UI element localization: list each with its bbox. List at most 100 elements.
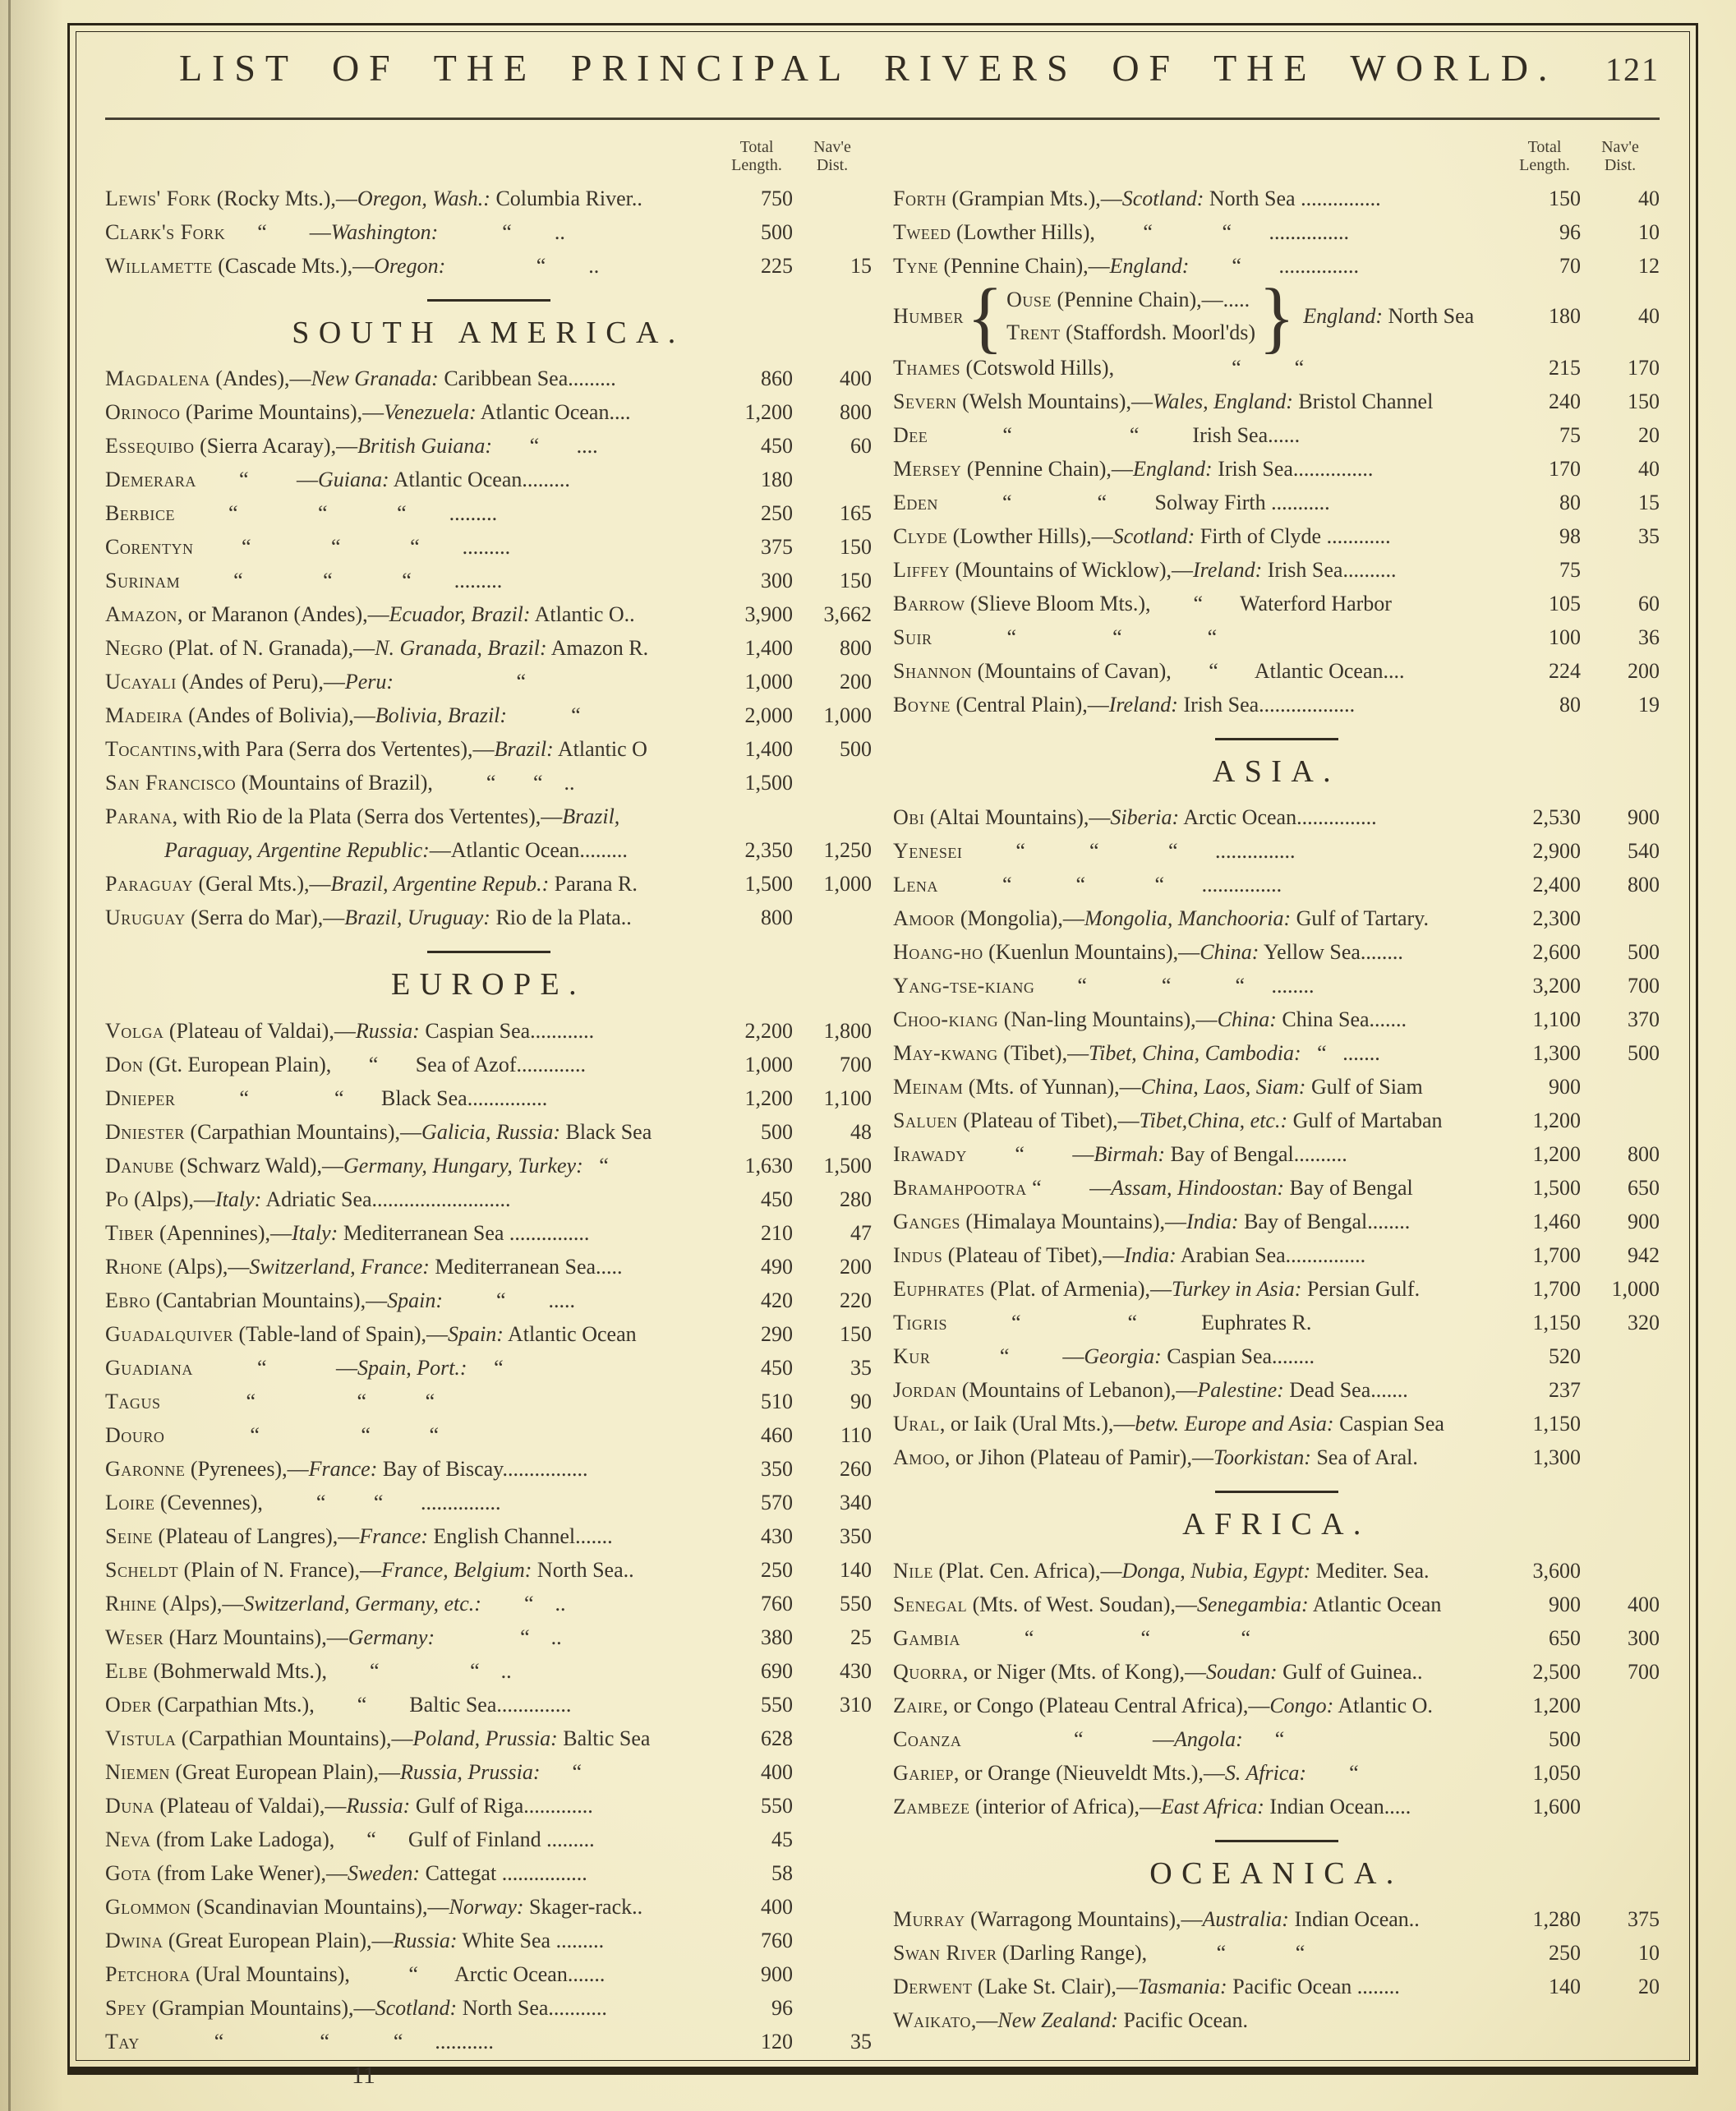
total-length-value: 2,900 — [1532, 839, 1582, 864]
total-length-value: 140 — [1549, 1975, 1581, 1999]
river-name: Jordan — [893, 1378, 957, 1403]
nav-dist-header: Nav'e Dist. — [813, 138, 851, 175]
table-row: Elbe (Bohmerwald Mts.), “ “ .. 690 430 — [105, 1654, 872, 1688]
row-text: “ “ “ — [932, 625, 1223, 649]
nav-dist-value: 150 — [840, 535, 872, 560]
right-column: Total Length. Nav'e Dist. Forth (Grampia… — [893, 138, 1660, 2090]
river-name: Spey — [105, 1995, 147, 2020]
nav-dist-value: 35 — [850, 2029, 872, 2053]
river-name: Vistula — [105, 1726, 177, 1750]
table-row: Loire (Cevennes), “ “ ............... 570… — [105, 1486, 872, 1519]
row-text: (Plat. Cen. Africa),—Donga, Nubia, Egypt… — [932, 1558, 1430, 1583]
row-text: (Carpathian Mountains),—Galicia, Russia:… — [184, 1119, 652, 1144]
row-text: , or Niger (Mts. of Kong),—Soudan: Gulf … — [962, 1659, 1423, 1684]
row-text: “ “ Black Sea............... — [175, 1085, 548, 1110]
river-name: Humber — [893, 304, 964, 329]
river-name: Barrow — [893, 591, 965, 615]
row-text: “ “ “ ......... — [180, 569, 503, 593]
river-name: Swan River — [893, 1941, 997, 1966]
total-length-value: 1,200 — [744, 400, 794, 425]
left-column: Total Length. Nav'e Dist. Lewis' Fork (R… — [105, 138, 872, 2090]
row-text: (Andes of Peru),—Peru: “ — [176, 670, 532, 694]
river-name: Parana — [105, 804, 173, 829]
table-row: Rhone (Alps),—Switzerland, France: Medit… — [105, 1250, 872, 1284]
river-name: Willamette — [105, 253, 213, 278]
nav-dist-value: 200 — [1628, 658, 1660, 683]
row-text: (Mts. of Yunnan),—China, Laos, Siam: Gul… — [963, 1075, 1423, 1099]
nav-dist-value: 1,250 — [823, 838, 873, 863]
river-name: Zaire — [893, 1693, 943, 1717]
total-length-value: 1,000 — [744, 670, 794, 694]
table-row: Berbice “ “ “ ......... 250 165 — [105, 496, 872, 530]
total-length-value: 2,300 — [1532, 906, 1582, 931]
nav-dist-value: 35 — [1638, 523, 1660, 548]
river-name: Euphrates — [893, 1277, 985, 1302]
table-row: Boyne (Central Plain),—Ireland: Irish Se… — [893, 688, 1660, 721]
table-row: Uruguay (Serra do Mar),—Brazil, Uruguay:… — [105, 901, 872, 934]
table-row: Obi (Altai Mountains),—Siberia: Arctic O… — [893, 800, 1660, 834]
total-length-value: 860 — [761, 366, 793, 391]
page-edge-line — [8, 0, 11, 2111]
row-text: (interior of Africa),—East Africa: India… — [969, 1794, 1411, 1818]
total-length-value: 450 — [761, 1355, 793, 1380]
row-text: (Mts. of West. Soudan),—Senegambia: Atla… — [967, 1592, 1442, 1616]
row-text: (Pennine Chain),—England: “ ............… — [937, 253, 1359, 278]
river-name: Don — [105, 1052, 144, 1076]
nav-dist-value: 500 — [1628, 940, 1660, 965]
row-text: (Tibet),—Tibet, China, Cambodia: “ .....… — [997, 1041, 1380, 1066]
total-length-value: 1,500 — [744, 771, 794, 795]
nav-dist-value: 40 — [1638, 456, 1660, 481]
river-name: Demerara — [105, 468, 196, 492]
table-row: Spey (Grampian Mountains),—Scotland: Nor… — [105, 1991, 872, 2025]
river-name: Essequibo — [105, 434, 195, 459]
table-row: Thames (Cotswold Hills), “ “ 215 170 — [893, 351, 1660, 385]
river-name: Garonne — [105, 1456, 186, 1481]
river-name: Trent — [1006, 320, 1061, 345]
river-name: Meinam — [893, 1075, 964, 1099]
total-length-value: 350 — [761, 1456, 793, 1481]
nav-dist-value: 900 — [1628, 1210, 1660, 1234]
row-text: (Plateau of Langres),—France: English Ch… — [153, 1523, 613, 1548]
row-text: (Cotswold Hills), “ “ — [960, 355, 1310, 380]
nav-dist-value: 550 — [840, 1591, 872, 1616]
river-name: Niemen — [105, 1759, 170, 1784]
river-name: Tweed — [893, 219, 951, 244]
row-text: “ “ “ ......... — [174, 501, 498, 526]
row-text: (Himalaya Mountains),—India: Bay of Beng… — [960, 1210, 1411, 1234]
row-text: (Alps),—Switzerland, France: Mediterrane… — [162, 1254, 623, 1279]
table-row: Gambia “ “ “ 650 300 — [893, 1621, 1660, 1655]
river-name: Tiber — [105, 1220, 154, 1245]
table-row: Dniester (Carpathian Mountains),—Galicia… — [105, 1115, 872, 1149]
river-name: Gota — [105, 1860, 152, 1885]
row-text: (Great European Plain),—Russia, Prussia:… — [169, 1759, 587, 1784]
row-text: (Sierra Acaray),—British Guiana: “ .... — [194, 434, 598, 459]
table-row: Ganges (Himalaya Mountains),—India: Bay … — [893, 1205, 1660, 1238]
nav-dist-value: 400 — [1628, 1592, 1660, 1616]
nav-dist-value: 300 — [1628, 1625, 1660, 1650]
table-row: Bramahpootra “ —Assam, Hindoostan: Bay o… — [893, 1171, 1660, 1205]
row-text: (Lake St. Clair),—Tasmania: Pacific Ocea… — [972, 1975, 1400, 1999]
river-name: Guadiana — [105, 1355, 193, 1380]
nav-dist-value: 260 — [840, 1456, 872, 1481]
table-row: Demerara “ —Guiana: Atlantic Ocean......… — [105, 463, 872, 496]
table-row: Magdalena (Andes),—New Granada: Caribbea… — [105, 362, 872, 395]
river-name: Ucayali — [105, 670, 177, 694]
nav-dist-value: 1,000 — [823, 703, 873, 728]
total-length-value: 900 — [1549, 1592, 1581, 1616]
table-row: Clark's Fork “ —Washington: “ .. 500 — [105, 215, 872, 249]
river-name: Amazon — [105, 602, 177, 627]
nav-dist-value: 375 — [1628, 1907, 1660, 1932]
river-name: Waikato — [893, 2008, 971, 2033]
table-row: Shannon (Mountains of Cavan), “ Atlantic… — [893, 654, 1660, 688]
total-length-value: 80 — [1559, 692, 1581, 717]
left-brace: { — [966, 271, 1004, 361]
table-row: Severn (Welsh Mountains),—Wales, England… — [893, 385, 1660, 418]
row-text: (Cevennes), “ “ ............... — [154, 1490, 501, 1514]
river-name: Tay — [105, 2029, 140, 2053]
river-name: Tyne — [893, 253, 938, 278]
total-length-value: 180 — [761, 468, 793, 492]
nav-dist-value: 25 — [850, 1625, 872, 1649]
total-length-value: 650 — [1549, 1625, 1581, 1650]
total-length-value: 300 — [761, 569, 793, 593]
row-text: (Mongolia),—Mongolia, Manchooria: Gulf o… — [955, 906, 1429, 931]
